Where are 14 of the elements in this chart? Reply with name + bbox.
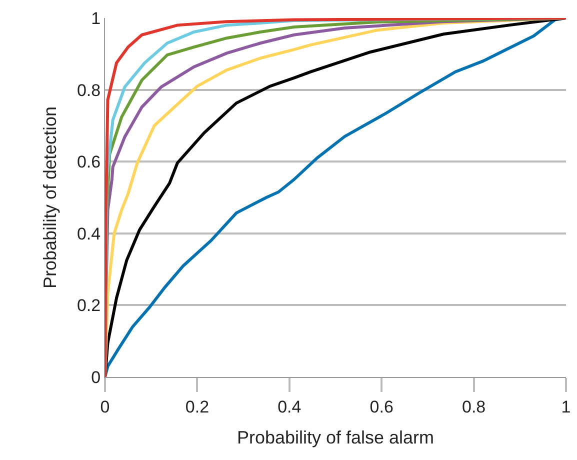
y-tick-label: 0.4	[76, 224, 101, 244]
line-series	[105, 18, 566, 377]
y-tick-label: 1	[91, 8, 101, 28]
x-tick-label: 0.8	[462, 397, 486, 416]
x-axis-title: Probability of false alarm	[236, 428, 434, 448]
x-tick-label: 0.2	[185, 397, 210, 416]
y-tick-label: 0.2	[76, 296, 101, 316]
y-tick-label: 0	[91, 368, 101, 387]
x-tick-label: 1	[561, 397, 571, 416]
y-tick-label: 0.6	[76, 152, 101, 172]
y-axis-title: Probability of detection	[40, 106, 60, 289]
x-tick-label: 0.4	[278, 397, 302, 416]
x-tick-label: 0.6	[370, 397, 394, 416]
y-tick-label: 0.8	[76, 80, 101, 100]
